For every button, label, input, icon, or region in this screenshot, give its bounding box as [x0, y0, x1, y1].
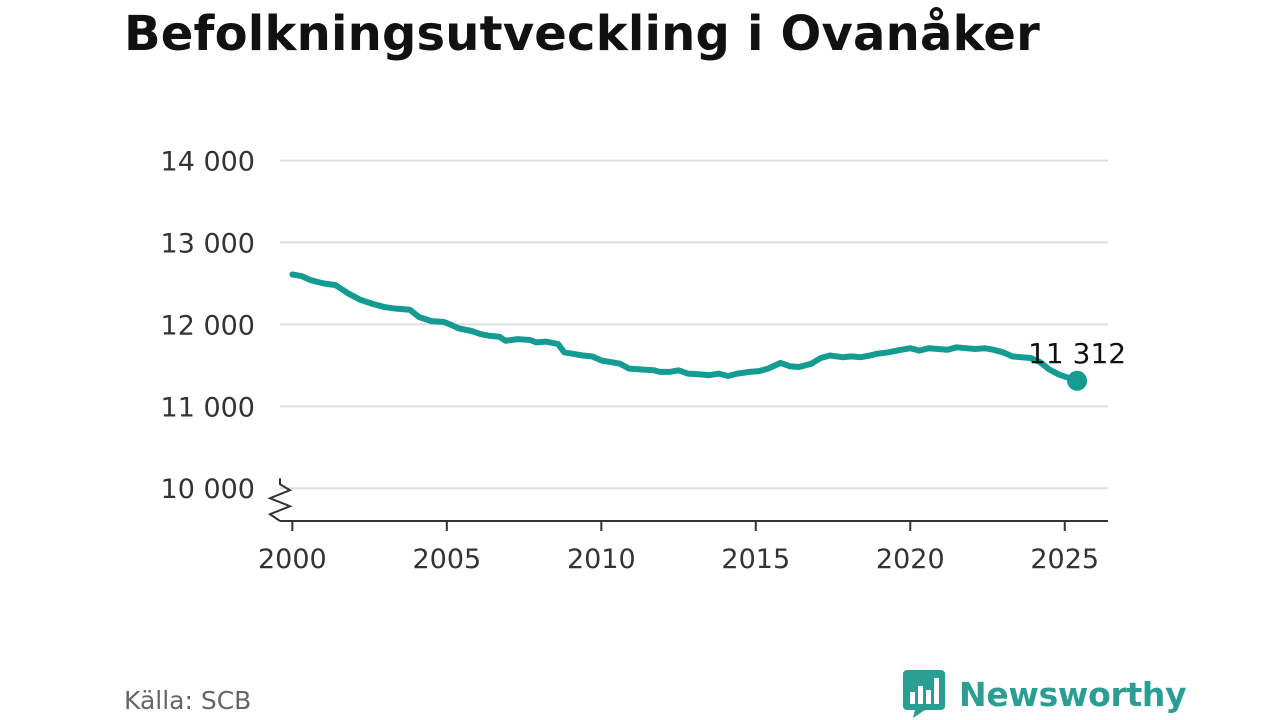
y-tick-labels: 10 000 11 000 12 000 13 000 14 000	[161, 147, 255, 506]
last-value-label: 11 312	[1028, 337, 1126, 370]
x-tick-label: 2010	[567, 544, 636, 575]
x-tick-label: 2000	[258, 544, 327, 575]
y-tick-label: 14 000	[161, 147, 255, 178]
y-tick-label: 13 000	[161, 228, 255, 259]
page-title: Befolkningsutveckling i Ovanåker	[124, 6, 1041, 62]
zigzag-break-icon	[267, 478, 293, 522]
x-axis	[267, 478, 1108, 522]
x-tick-label: 2005	[412, 544, 481, 575]
x-ticks: 2000 2005 2010 2015 2020 2025	[258, 521, 1099, 575]
population-series-line	[289, 271, 1081, 384]
y-tick-label: 10 000	[161, 474, 255, 505]
source-note: Källa: SCB	[124, 686, 252, 715]
bar-chart-speech-bubble-icon	[903, 670, 945, 718]
x-tick-label: 2015	[721, 544, 790, 575]
last-value-marker	[1067, 370, 1088, 391]
x-tick-label: 2025	[1030, 544, 1099, 575]
brand-logo: Newsworthy	[903, 670, 1187, 718]
grid-lines	[280, 159, 1108, 490]
y-tick-label: 11 000	[161, 392, 255, 423]
brand-name: Newsworthy	[959, 674, 1187, 714]
x-tick-label: 2020	[876, 544, 945, 575]
y-tick-label: 12 000	[161, 310, 255, 341]
